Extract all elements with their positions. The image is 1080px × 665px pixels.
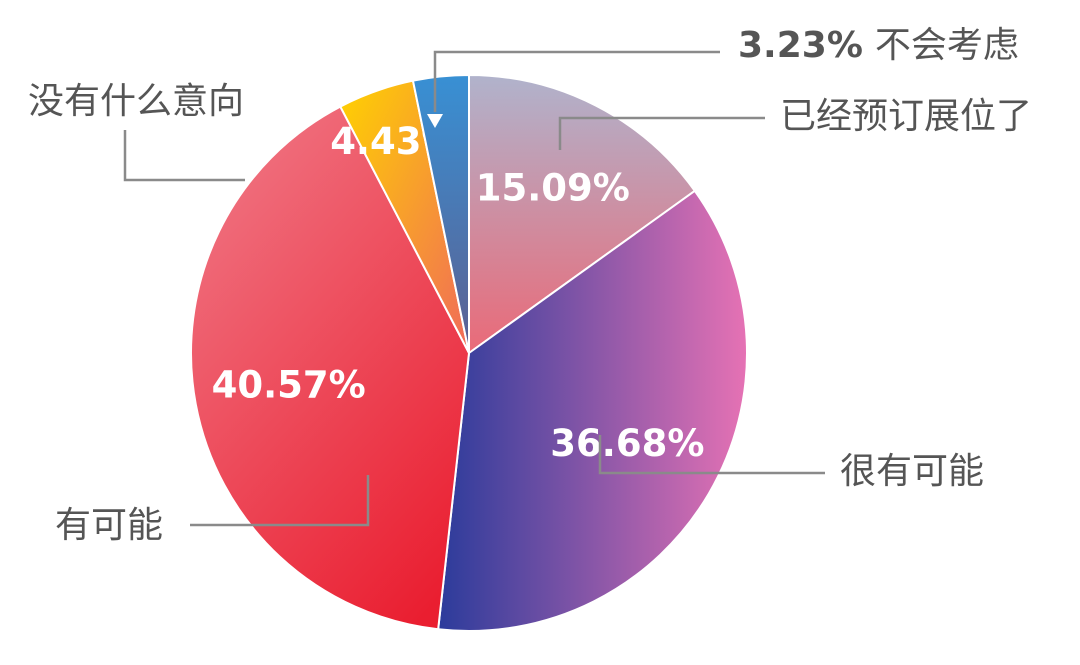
category-label: 3.23% 不会考虑 <box>738 25 1019 66</box>
pie-slice <box>190 105 471 631</box>
leader-line <box>598 435 825 475</box>
leader-line <box>558 116 765 150</box>
category-name: 不会考虑 <box>875 25 1019 66</box>
category-label: 没有什么意向 <box>28 81 244 122</box>
value-label: 36.68% <box>550 422 704 465</box>
leader-arrow <box>427 114 443 128</box>
leader-line <box>433 50 720 112</box>
value-label: 15.09% <box>476 166 630 209</box>
pie-slice <box>411 73 470 354</box>
pie-slice <box>437 189 748 632</box>
category-label: 有可能 <box>55 505 163 546</box>
leader-line <box>123 130 245 182</box>
pie-slice <box>468 73 697 355</box>
leader-line <box>190 475 370 527</box>
value-label: 40.57% <box>212 363 366 406</box>
category-label: 已经预订展位了 <box>780 96 1032 137</box>
value-label: 3.23% <box>738 25 863 66</box>
category-label: 很有可能 <box>840 451 984 492</box>
